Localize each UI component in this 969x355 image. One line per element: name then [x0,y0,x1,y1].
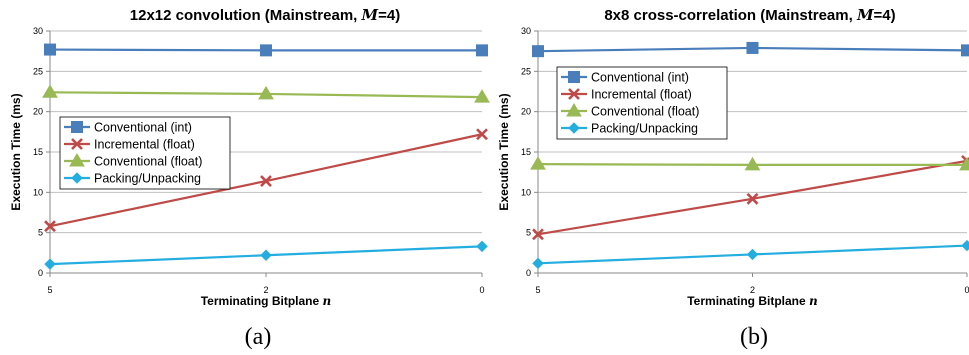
legend-entry: Incremental (float) [591,88,692,102]
data-point [42,84,58,98]
data-point [746,248,759,261]
y-tick-label: 25 [33,66,43,76]
series-4 [44,240,488,270]
y-tick-label: 25 [521,66,531,76]
legend-entry: Incremental (float) [94,138,195,152]
panel-label: (b) [740,324,768,350]
data-point [44,43,56,56]
legend-entry: Packing/Unpacking [94,172,201,186]
data-point [260,44,272,57]
y-tick-label: 0 [38,268,43,278]
data-point [476,44,488,57]
legend: Conventional (int) Incremental (float) Con… [59,116,231,190]
legend-marker [71,121,83,133]
x-tick-label: 2 [750,285,755,295]
legend-marker [568,71,580,83]
series-2 [44,128,488,233]
y-tick-label: 0 [526,268,531,278]
y-tick-label: 10 [33,187,43,197]
data-point [532,257,544,270]
chart-title: 12x12 convolution (Mainstream, M=4) [130,6,400,24]
x-tick-label: 0 [964,285,969,295]
data-point [961,239,969,252]
series-1 [532,41,969,58]
x-axis-label: Terminating Bitplane n [687,294,818,308]
chart-title: 8x8 cross-correlation (Mainstream, M=4) [604,6,895,24]
legend-marker [69,153,85,167]
series-3 [530,156,969,171]
y-tick-label: 20 [33,107,43,117]
y-tick-label: 5 [526,228,531,238]
x-tick-label: 2 [263,285,268,295]
data-point [961,44,969,57]
legend-marker [568,122,580,134]
data-point [476,128,488,141]
legend-marker [71,172,83,184]
y-tick-label: 30 [33,26,43,36]
y-tick-label: 30 [521,26,531,36]
data-point [474,89,490,103]
legend-entry: Packing/Unpacking [591,122,698,136]
legend-entry: Conventional (float) [94,155,202,169]
x-tick-label: 5 [535,285,540,295]
legend-entry: Conventional (int) [591,71,689,85]
data-point [258,85,274,100]
data-point [260,249,272,261]
data-point [476,240,488,253]
data-point [44,258,56,270]
series-4 [532,239,969,270]
data-point [746,192,759,205]
data-point [530,156,546,170]
y-tick-label: 15 [33,147,43,157]
y-tick-label: 15 [521,147,531,157]
data-point [260,175,272,187]
data-point [532,45,544,58]
data-point [746,41,759,54]
y-axis-label: Execution Time (ms) [497,93,511,210]
y-tick-label: 20 [521,107,531,117]
data-point [532,228,544,241]
data-point [744,156,761,171]
y-axis-label: Execution Time (ms) [9,93,23,210]
legend-marker [568,88,580,100]
y-tick-label: 5 [38,228,43,238]
series-3 [42,84,490,103]
y-tick-label: 10 [521,187,531,197]
legend-entry: Conventional (float) [591,105,699,119]
x-axis-label: Terminating Bitplane n [201,294,332,308]
legend: Conventional (int) Incremental (float) Con… [556,66,728,140]
legend-entry: Conventional (int) [94,121,192,135]
legend-marker [566,103,582,117]
series-1 [44,43,488,57]
data-point [44,220,56,233]
x-tick-label: 5 [47,285,52,295]
legend-marker [71,138,83,150]
panel-label: (a) [245,324,272,350]
x-tick-label: 0 [479,285,484,295]
data-point [959,156,969,171]
